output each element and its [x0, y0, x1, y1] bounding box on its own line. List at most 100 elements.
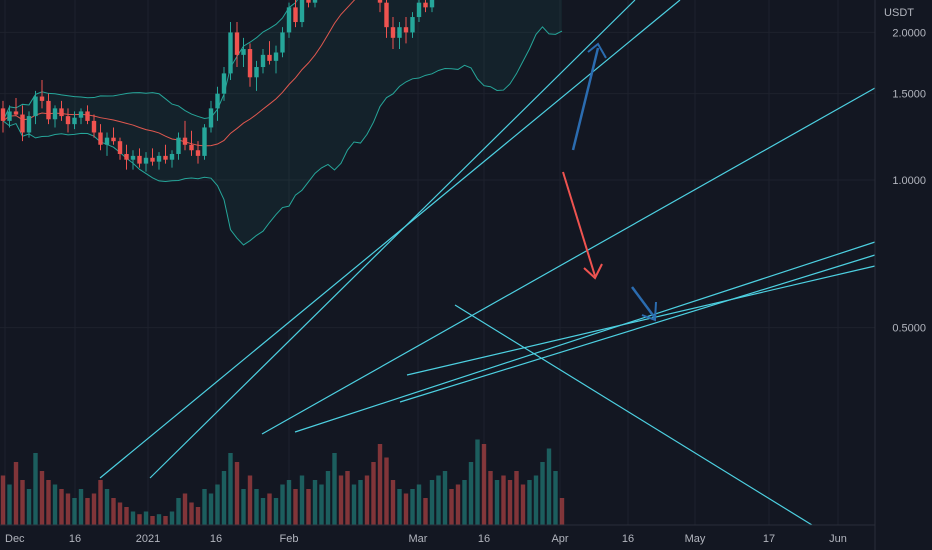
price-tick-label: 2.0000: [892, 27, 926, 39]
volume-bar: [488, 471, 493, 525]
candle-body: [260, 54, 266, 68]
trendline: [399, 254, 876, 403]
volume-bar: [0, 475, 6, 525]
candle-body: [59, 108, 64, 117]
volume-bar: [507, 480, 513, 525]
candle-body: [52, 108, 58, 120]
volume-bars: [0, 439, 565, 525]
candle-body: [143, 157, 149, 164]
volume-bar: [468, 462, 474, 525]
candle-body: [215, 93, 220, 109]
volume-bar: [338, 475, 344, 525]
grid-lines: [0, 0, 875, 525]
price-tick-label: 1.5000: [892, 89, 926, 101]
volume-bar: [169, 511, 175, 525]
volume-bar: [390, 480, 396, 525]
time-tick-label: 2021: [136, 533, 160, 545]
volume-bar: [202, 489, 207, 525]
volume-bar: [553, 471, 558, 525]
candle-body: [72, 117, 77, 125]
volume-bar: [455, 484, 461, 525]
lower-band: [2, 26, 563, 246]
volume-bar: [377, 444, 383, 525]
volume-bar: [533, 475, 539, 525]
volume-bar: [527, 480, 532, 525]
price-axis-bg: [875, 0, 932, 550]
candle-body: [20, 114, 25, 133]
volume-bar: [98, 480, 103, 525]
volume-bar: [234, 462, 240, 525]
volume-bar: [481, 444, 487, 525]
volume-bar: [546, 448, 552, 525]
candle-body: [377, 0, 383, 3]
volume-bar: [228, 453, 233, 525]
volume-bar: [540, 462, 545, 525]
candle-body: [65, 116, 71, 125]
trendline: [261, 87, 876, 435]
time-tick-label: Apr: [551, 533, 568, 545]
volume-bar: [78, 489, 84, 525]
volume-bar: [241, 489, 246, 525]
band-fill: [3, 0, 562, 245]
candle-body: [202, 127, 207, 156]
volume-bar: [156, 514, 162, 525]
volume-bar: [72, 498, 77, 525]
volume-bar: [7, 484, 12, 525]
trendline: [454, 304, 813, 526]
candle-body: [267, 54, 272, 61]
volume-bar: [247, 475, 253, 525]
bearish-arrow: [562, 171, 596, 277]
volume-bar: [195, 507, 201, 525]
candle-body: [273, 52, 279, 61]
time-tick-label: May: [685, 533, 706, 545]
volume-bar: [345, 471, 350, 525]
trendline: [294, 241, 876, 433]
volume-bar: [215, 484, 220, 525]
candle-body: [299, 0, 305, 23]
volume-bar: [312, 480, 318, 525]
volume-bar: [150, 516, 155, 525]
volume-bar: [403, 493, 409, 525]
candle-body: [403, 27, 409, 33]
candle-body: [254, 67, 259, 78]
bullish-arrow-head: [587, 42, 607, 59]
volume-bar: [273, 498, 279, 525]
volume-bar: [65, 493, 71, 525]
candle-body: [410, 17, 415, 33]
volume-bar: [501, 475, 506, 525]
volume-bar: [137, 514, 142, 525]
volume-bar: [429, 480, 435, 525]
candle-body: [104, 137, 110, 145]
candle-body: [293, 7, 298, 23]
volume-bar: [254, 489, 259, 525]
time-tick-label: 16: [622, 533, 634, 545]
candle-body: [390, 27, 396, 38]
candle-body: [286, 7, 292, 33]
volume-bar: [475, 439, 480, 525]
candle-body: [241, 49, 246, 55]
volume-bar: [280, 484, 285, 525]
volume-bar: [52, 484, 58, 525]
candle-body: [189, 144, 194, 151]
candle-body: [91, 120, 97, 133]
volume-bar: [143, 511, 149, 525]
time-axis-bg: [0, 525, 932, 550]
candle-body: [33, 96, 38, 117]
candle-body: [247, 49, 253, 78]
candle-body: [195, 150, 201, 156]
volume-bar: [260, 498, 266, 525]
volume-bar: [371, 462, 376, 525]
candle-body: [156, 155, 162, 162]
volume-bar: [117, 502, 123, 525]
candle-body: [312, 0, 318, 3]
candle-body: [176, 137, 181, 154]
candle-body: [150, 157, 155, 162]
candle-body: [98, 132, 103, 145]
pullback-arrow: [630, 286, 657, 319]
candle-body: [117, 141, 123, 154]
volume-bar: [397, 489, 402, 525]
candle-body: [280, 32, 285, 53]
